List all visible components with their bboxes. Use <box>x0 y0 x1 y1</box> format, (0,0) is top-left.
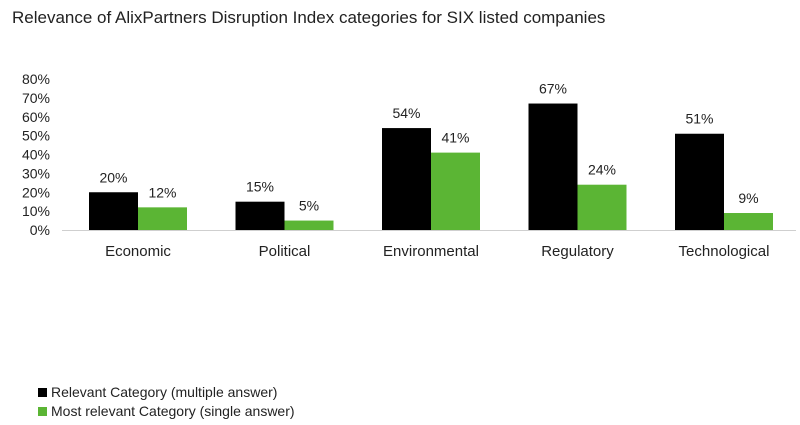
legend-item-relevant: Relevant Category (multiple answer) <box>38 384 277 400</box>
bar-regulatory-series-0 <box>528 103 578 230</box>
category-label-regulatory: Regulatory <box>541 243 614 260</box>
bar-economic-series-1 <box>138 207 187 230</box>
y-tick-label: 40% <box>22 147 50 163</box>
data-label: 9% <box>738 190 758 206</box>
data-label: 51% <box>685 111 713 127</box>
bar-technological-series-1 <box>724 213 773 230</box>
bar-economic-series-0 <box>89 192 138 230</box>
data-label: 54% <box>392 105 420 121</box>
y-tick-label: 10% <box>22 203 50 219</box>
category-label-political: Political <box>259 243 311 260</box>
bar-environmental-series-1 <box>431 152 480 230</box>
legend-label-relevant: Relevant Category (multiple answer) <box>51 384 278 400</box>
data-label: 41% <box>441 130 469 146</box>
bar-environmental-series-0 <box>382 128 431 230</box>
category-label-environmental: Environmental <box>383 243 479 260</box>
category-label-economic: Economic <box>105 243 171 260</box>
data-label: 20% <box>99 169 127 185</box>
legend-item-most-relevant: Most relevant Category (single answer) <box>38 403 295 419</box>
data-label: 67% <box>539 81 567 97</box>
y-tick-label: 80% <box>22 71 50 87</box>
bar-regulatory-series-1 <box>577 184 627 230</box>
bar-political-series-0 <box>235 201 285 230</box>
legend-label-most-relevant: Most relevant Category (single answer) <box>51 403 295 419</box>
y-tick-label: 50% <box>22 128 50 144</box>
chart-title: Relevance of AlixPartners Disruption Ind… <box>12 8 606 27</box>
legend-swatch-relevant <box>38 387 47 397</box>
data-label: 24% <box>588 162 616 178</box>
bar-political-series-1 <box>284 220 334 230</box>
y-tick-label: 60% <box>22 109 50 125</box>
bar-technological-series-0 <box>675 133 724 230</box>
data-label: 5% <box>299 198 319 214</box>
legend-swatch-most-relevant <box>38 406 47 416</box>
y-tick-label: 30% <box>22 165 50 181</box>
data-label: 15% <box>246 179 274 195</box>
y-tick-label: 0% <box>30 222 50 238</box>
category-label-technological: Technological <box>679 243 770 260</box>
data-label: 12% <box>148 184 176 200</box>
y-tick-label: 20% <box>22 184 50 200</box>
y-tick-label: 70% <box>22 90 50 106</box>
